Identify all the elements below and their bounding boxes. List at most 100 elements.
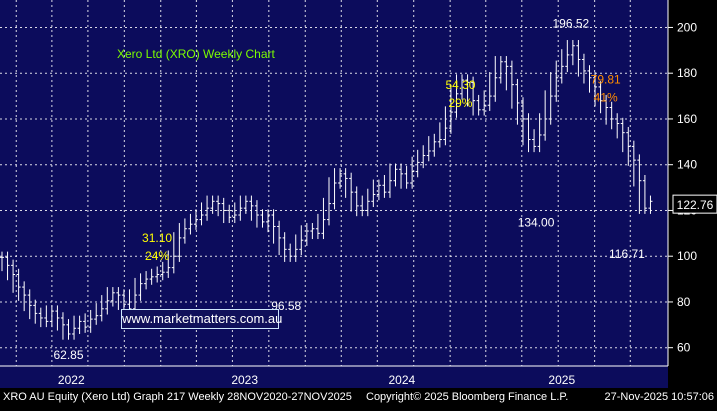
price-bar (371, 179, 376, 208)
y-tick-label: 140 (677, 158, 697, 172)
price-bar (77, 315, 82, 334)
price-bar (149, 268, 154, 285)
price-bar (315, 213, 320, 240)
price-bar (238, 195, 243, 221)
price-bar (116, 287, 121, 310)
price-bar (5, 251, 10, 281)
price-bar (304, 223, 309, 246)
y-tick-label: 180 (677, 66, 697, 80)
price-bar (188, 213, 193, 235)
price-bar (16, 268, 21, 301)
price-bar (221, 197, 226, 224)
price-bar (171, 232, 176, 274)
price-bar (182, 218, 187, 244)
price-bar (271, 209, 276, 244)
price-bar (210, 195, 215, 214)
price-bar (293, 234, 298, 262)
price-bar (144, 271, 149, 290)
price-bar (604, 94, 609, 125)
price-bar (399, 163, 404, 189)
y-tick-label: 200 (677, 20, 697, 34)
price-bar (44, 305, 49, 328)
chart-annotation: 24% (145, 249, 169, 263)
price-bar (376, 179, 381, 201)
last-price-label: 122.76 (677, 198, 714, 212)
price-bar (515, 78, 520, 125)
footer-bar: XRO AU Equity (Xero Ltd) Graph 217 Weekl… (0, 388, 717, 406)
price-bar (509, 60, 514, 109)
price-bar (443, 106, 448, 146)
price-bar (387, 163, 392, 198)
price-bar (426, 136, 431, 162)
price-bar (404, 165, 409, 189)
price-bar (72, 315, 77, 340)
chart-title: Xero Ltd (XRO) Weekly Chart (117, 47, 275, 61)
chart-annotation: 134.00 (518, 215, 555, 229)
chart-annotation: 31.10 (142, 231, 172, 245)
price-bar (620, 117, 625, 153)
price-bar (421, 145, 426, 169)
x-tick-label: 2025 (548, 373, 575, 387)
price-bar (249, 195, 254, 221)
price-bar (631, 140, 636, 187)
price-bar (520, 97, 525, 146)
price-bar (216, 195, 221, 217)
last-price-badge (672, 194, 717, 214)
price-bar (0, 251, 4, 272)
price-bar (454, 74, 459, 118)
y-tick-label: 100 (677, 249, 697, 263)
price-bar (343, 168, 348, 198)
price-bar (227, 204, 232, 224)
x-tick-label: 2023 (231, 373, 258, 387)
price-bar (382, 174, 387, 198)
chart-annotation: 79.81 (591, 72, 621, 86)
price-bar (160, 261, 165, 281)
x-tick-label: 2022 (58, 373, 85, 387)
price-bar (471, 76, 476, 116)
price-bar (626, 126, 631, 166)
price-bar (99, 295, 104, 322)
price-bar (38, 307, 43, 328)
price-bar (66, 319, 71, 340)
price-bar (587, 65, 592, 93)
price-bar (609, 101, 614, 130)
price-bar (199, 202, 204, 226)
price-bar (593, 72, 598, 107)
footer-security-info: XRO AU Equity (Xero Ltd) Graph 217 Weekl… (3, 391, 352, 403)
price-bar (138, 273, 143, 301)
price-bar (260, 209, 265, 228)
footer-timestamp: 27-Nov-2025 10:57:06 (604, 391, 714, 403)
chart-annotation: 29% (448, 96, 472, 110)
price-bar (437, 122, 442, 148)
price-bar (476, 94, 481, 116)
price-bar (33, 299, 38, 324)
price-bar (642, 174, 647, 214)
price-bar (415, 149, 420, 178)
price-bar (282, 232, 287, 262)
price-bar (543, 90, 548, 141)
price-bar (565, 40, 570, 73)
price-bar (338, 168, 343, 189)
price-bar (254, 200, 259, 228)
price-bar (110, 287, 115, 307)
price-bar (349, 172, 354, 212)
price-bar (288, 243, 293, 262)
price-bar (570, 40, 575, 66)
price-bar (299, 225, 304, 256)
price-bar (232, 202, 237, 224)
price-bar (133, 277, 138, 315)
price-bar (526, 113, 531, 153)
price-bar (105, 287, 110, 315)
price-bar (448, 88, 453, 134)
price-bar (410, 156, 415, 189)
price-bar (332, 168, 337, 210)
price-bar (27, 289, 32, 320)
chart-annotation: 41% (594, 90, 618, 104)
price-bar (94, 303, 99, 325)
price-bar (365, 188, 370, 217)
price-bar (193, 209, 198, 230)
price-bar (177, 223, 182, 262)
price-bar (598, 81, 603, 114)
